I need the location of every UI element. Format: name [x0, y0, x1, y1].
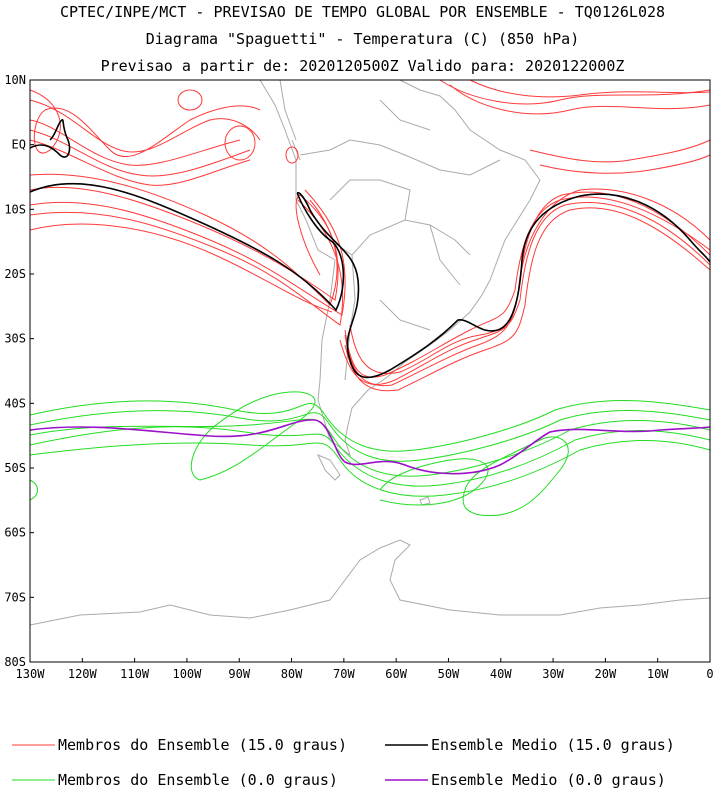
- mean-15c-north-loop: [29, 118, 71, 158]
- latitude-axis: 10N EQ 10S 20S 30S 40S 50S 60S 70S 80S: [4, 73, 34, 669]
- coastlines: [29, 79, 711, 626]
- south-america-coast: [259, 79, 541, 457]
- title-line-2: Diagrama "Spaguetti" - Temperatura (C) (…: [145, 30, 580, 48]
- tierra-del-fuego: [317, 454, 341, 481]
- lon-tick-label: 90W: [228, 667, 250, 681]
- lon-tick-label: 70W: [333, 667, 355, 681]
- lat-tick-label: 70S: [4, 590, 26, 604]
- lat-tick-label: EQ: [12, 138, 26, 152]
- lat-tick-label: 20S: [4, 267, 26, 281]
- legend-label-mean15: Ensemble Medio (15.0 graus): [431, 736, 675, 754]
- lon-tick-label: 120W: [68, 667, 98, 681]
- legend-label-member0: Membros do Ensemble (0.0 graus): [58, 771, 338, 789]
- lon-tick-label: 40W: [490, 667, 512, 681]
- title-line-3: Previsao a partir de: 2020120500Z Valido…: [100, 57, 625, 75]
- lon-tick-label: 10W: [647, 667, 669, 681]
- lat-tick-label: 30S: [4, 332, 26, 346]
- lon-tick-label: 50W: [438, 667, 460, 681]
- falklands: [419, 496, 431, 506]
- legend-label-mean0: Ensemble Medio (0.0 graus): [431, 771, 666, 789]
- lat-tick-label: 40S: [4, 396, 26, 410]
- lat-tick-label: 10S: [4, 202, 26, 216]
- map-frame: [29, 79, 711, 663]
- lat-tick-label: 50S: [4, 461, 26, 475]
- mean-0c: [29, 419, 711, 475]
- lat-tick-label: 10N: [4, 73, 26, 87]
- longitude-axis: 130W 120W 110W 100W 90W 80W 70W 60W 50W 40W 30W 20W…: [16, 658, 714, 681]
- members-0c: [29, 391, 711, 517]
- title-line-1: CPTEC/INPE/MCT - PREVISAO DE TEMPO GLOBA…: [59, 3, 666, 21]
- legend: Membros do Ensemble (15.0 graus) Ensembl…: [12, 736, 675, 789]
- lon-tick-label: 30W: [542, 667, 564, 681]
- legend-label-member15: Membros do Ensemble (15.0 graus): [58, 736, 347, 754]
- lat-tick-label: 60S: [4, 526, 26, 540]
- mean-15c: [29, 182, 711, 379]
- lon-tick-label: 20W: [595, 667, 617, 681]
- country-borders: [299, 99, 501, 381]
- lon-tick-label: 100W: [172, 667, 202, 681]
- lat-tick-label: 80S: [4, 655, 26, 669]
- antarctica-coast: [29, 539, 711, 626]
- lon-tick-label: 0: [706, 667, 713, 681]
- central-america: [279, 79, 301, 161]
- lon-tick-label: 60W: [385, 667, 407, 681]
- lon-tick-label: 80W: [281, 667, 303, 681]
- lon-tick-label: 130W: [16, 667, 46, 681]
- lon-tick-label: 110W: [120, 667, 150, 681]
